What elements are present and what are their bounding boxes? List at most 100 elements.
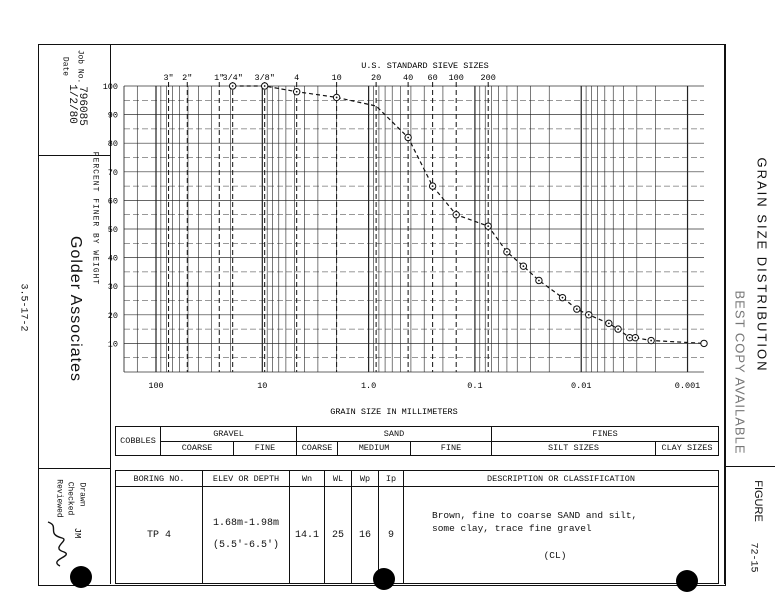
wn-value: 14.1 [289,486,325,584]
sieve-label: 2" [182,73,192,83]
data-point-dot [506,250,508,253]
sheet-title: GRAIN SIZE DISTRIBUTION [754,157,770,373]
header-elev: ELEV OR DEPTH [202,470,290,487]
vertical-gridlines [123,86,689,372]
y-tick-label: 50 [108,225,118,235]
sieve-lines [168,82,489,372]
fines-cell: FINES [491,426,719,442]
elev-metric: 1.68m-1.98m [212,518,279,529]
header-wl: WL [324,470,352,487]
y-axis-label: PERCENT FINER BY WEIGHT [90,151,100,286]
y-tick-label: 80 [108,139,118,149]
header-description: DESCRIPTION OR CLASSIFICATION [403,470,719,487]
data-point-dot [561,296,564,299]
x-tick-label: 0.01 [571,381,591,391]
classification-table: COBBLES GRAVEL SAND FINES COARSE FINE CO… [115,426,719,456]
boring-table: BORING NO. ELEV OR DEPTH Wn WL Wp Ip DES… [115,470,719,584]
x-tick-label: 0.001 [675,381,701,391]
header-boring-no: BORING NO. [115,470,203,487]
sieve-label: 20 [371,73,381,83]
left-strip-divider-top [38,155,110,156]
data-point-dot [617,328,619,330]
wp-value: 16 [351,486,379,584]
header-wn: Wn [289,470,325,487]
checked-label: Checked [65,481,75,516]
boring-no-value: TP 4 [115,486,203,584]
sieve-label: 10 [332,73,342,83]
y-tick-label: 40 [108,254,118,264]
sand-cell: SAND [296,426,492,442]
data-point-dot [538,279,540,282]
x-axis-label: GRAIN SIZE IN MILLIMETERS [330,407,458,417]
reviewed-label: Reviewed [54,479,64,518]
binder-hole-right [676,570,698,592]
description-class: (CL) [543,549,567,561]
description-line-2: some clay, trace fine gravel [432,522,592,534]
sand-coarse-cell: COARSE [296,440,338,456]
horizontal-gridlines [124,85,704,373]
elev-imperial: (5.5'-6.5') [212,540,279,551]
data-point-dot [634,336,637,339]
left-strip-divider-bottom [38,468,110,469]
y-tick-label: 60 [108,196,118,206]
y-tick-label: 90 [108,111,118,121]
data-point-dot [650,339,653,342]
y-tick-label: 30 [108,282,118,292]
sieve-label: 4 [294,73,299,83]
clay-cell: CLAY SIZES [655,440,719,456]
wl-value: 25 [324,486,352,584]
description-value: Brown, fine to coarse SAND and silt, som… [403,486,719,584]
gravel-coarse-cell: COARSE [160,440,234,456]
cobbles-cell: COBBLES [115,426,161,456]
data-points [228,82,708,348]
data-point-dot [231,85,234,87]
sieve-label: 100 [449,73,464,83]
header-wp: Wp [351,470,379,487]
sieve-label: 60 [428,73,438,83]
sieve-label: 3" [163,73,173,83]
data-point-dot [575,308,578,310]
left-strip [38,44,111,584]
sieve-label: 1" [214,73,224,83]
grain-size-chart: 10 20 30 40 50 60 70 80 90 100 100 10 1.0 0.1 0.01 0.0… [103,61,708,417]
drawn-label: Drawn [77,482,87,507]
gravel-fine-cell: FINE [233,440,297,456]
sieve-tick-labels: 3" 2" 1"3/4" 3/8" 4 10 20 40 60 100 200 [163,73,495,83]
data-point-dot [263,85,266,87]
sand-medium-cell: MEDIUM [337,440,411,456]
sieve-label: 40 [403,73,413,83]
y-tick-label: 100 [103,82,118,92]
right-strip [724,44,725,584]
binder-hole-left [70,566,92,588]
figure-number: 72-15 [747,542,759,573]
data-point-dot [335,96,338,99]
header-ip: Ip [378,470,404,487]
data-point-dot [455,213,458,216]
x-tick-label: 100 [148,381,163,391]
y-tick-label: 70 [108,168,118,178]
binder-hole-center [373,568,395,590]
gradation-curve [232,85,705,344]
x-tick-labels: 100 10 1.0 0.1 0.01 0.001 [148,381,700,391]
sand-fine-cell: FINE [410,440,492,456]
data-point-dot [522,265,525,268]
elev-value: 1.68m-1.98m (5.5'-6.5') [202,486,290,584]
data-point-dot [407,136,410,139]
data-point-dot [431,185,434,188]
y-tick-label: 10 [108,339,118,349]
data-point-dot [487,225,490,228]
sieve-label: 3/4" [222,73,242,83]
y-tick-label: 20 [108,311,118,321]
best-copy-stamp: BEST COPY AVAILABLE [732,290,748,455]
right-strip-divider [724,466,775,467]
figure-label: FIGURE [752,480,764,522]
data-point-dot [587,313,590,316]
doc-id: 3.5-17-2 [17,283,29,332]
x-tick-label: 1.0 [361,381,376,391]
data-point [700,339,708,348]
signature-scribble [40,518,76,574]
silt-cell: SILT SIZES [491,440,656,456]
data-point-dot [607,322,610,325]
x-tick-label: 0.1 [467,381,482,391]
data-point-dot [628,336,631,339]
